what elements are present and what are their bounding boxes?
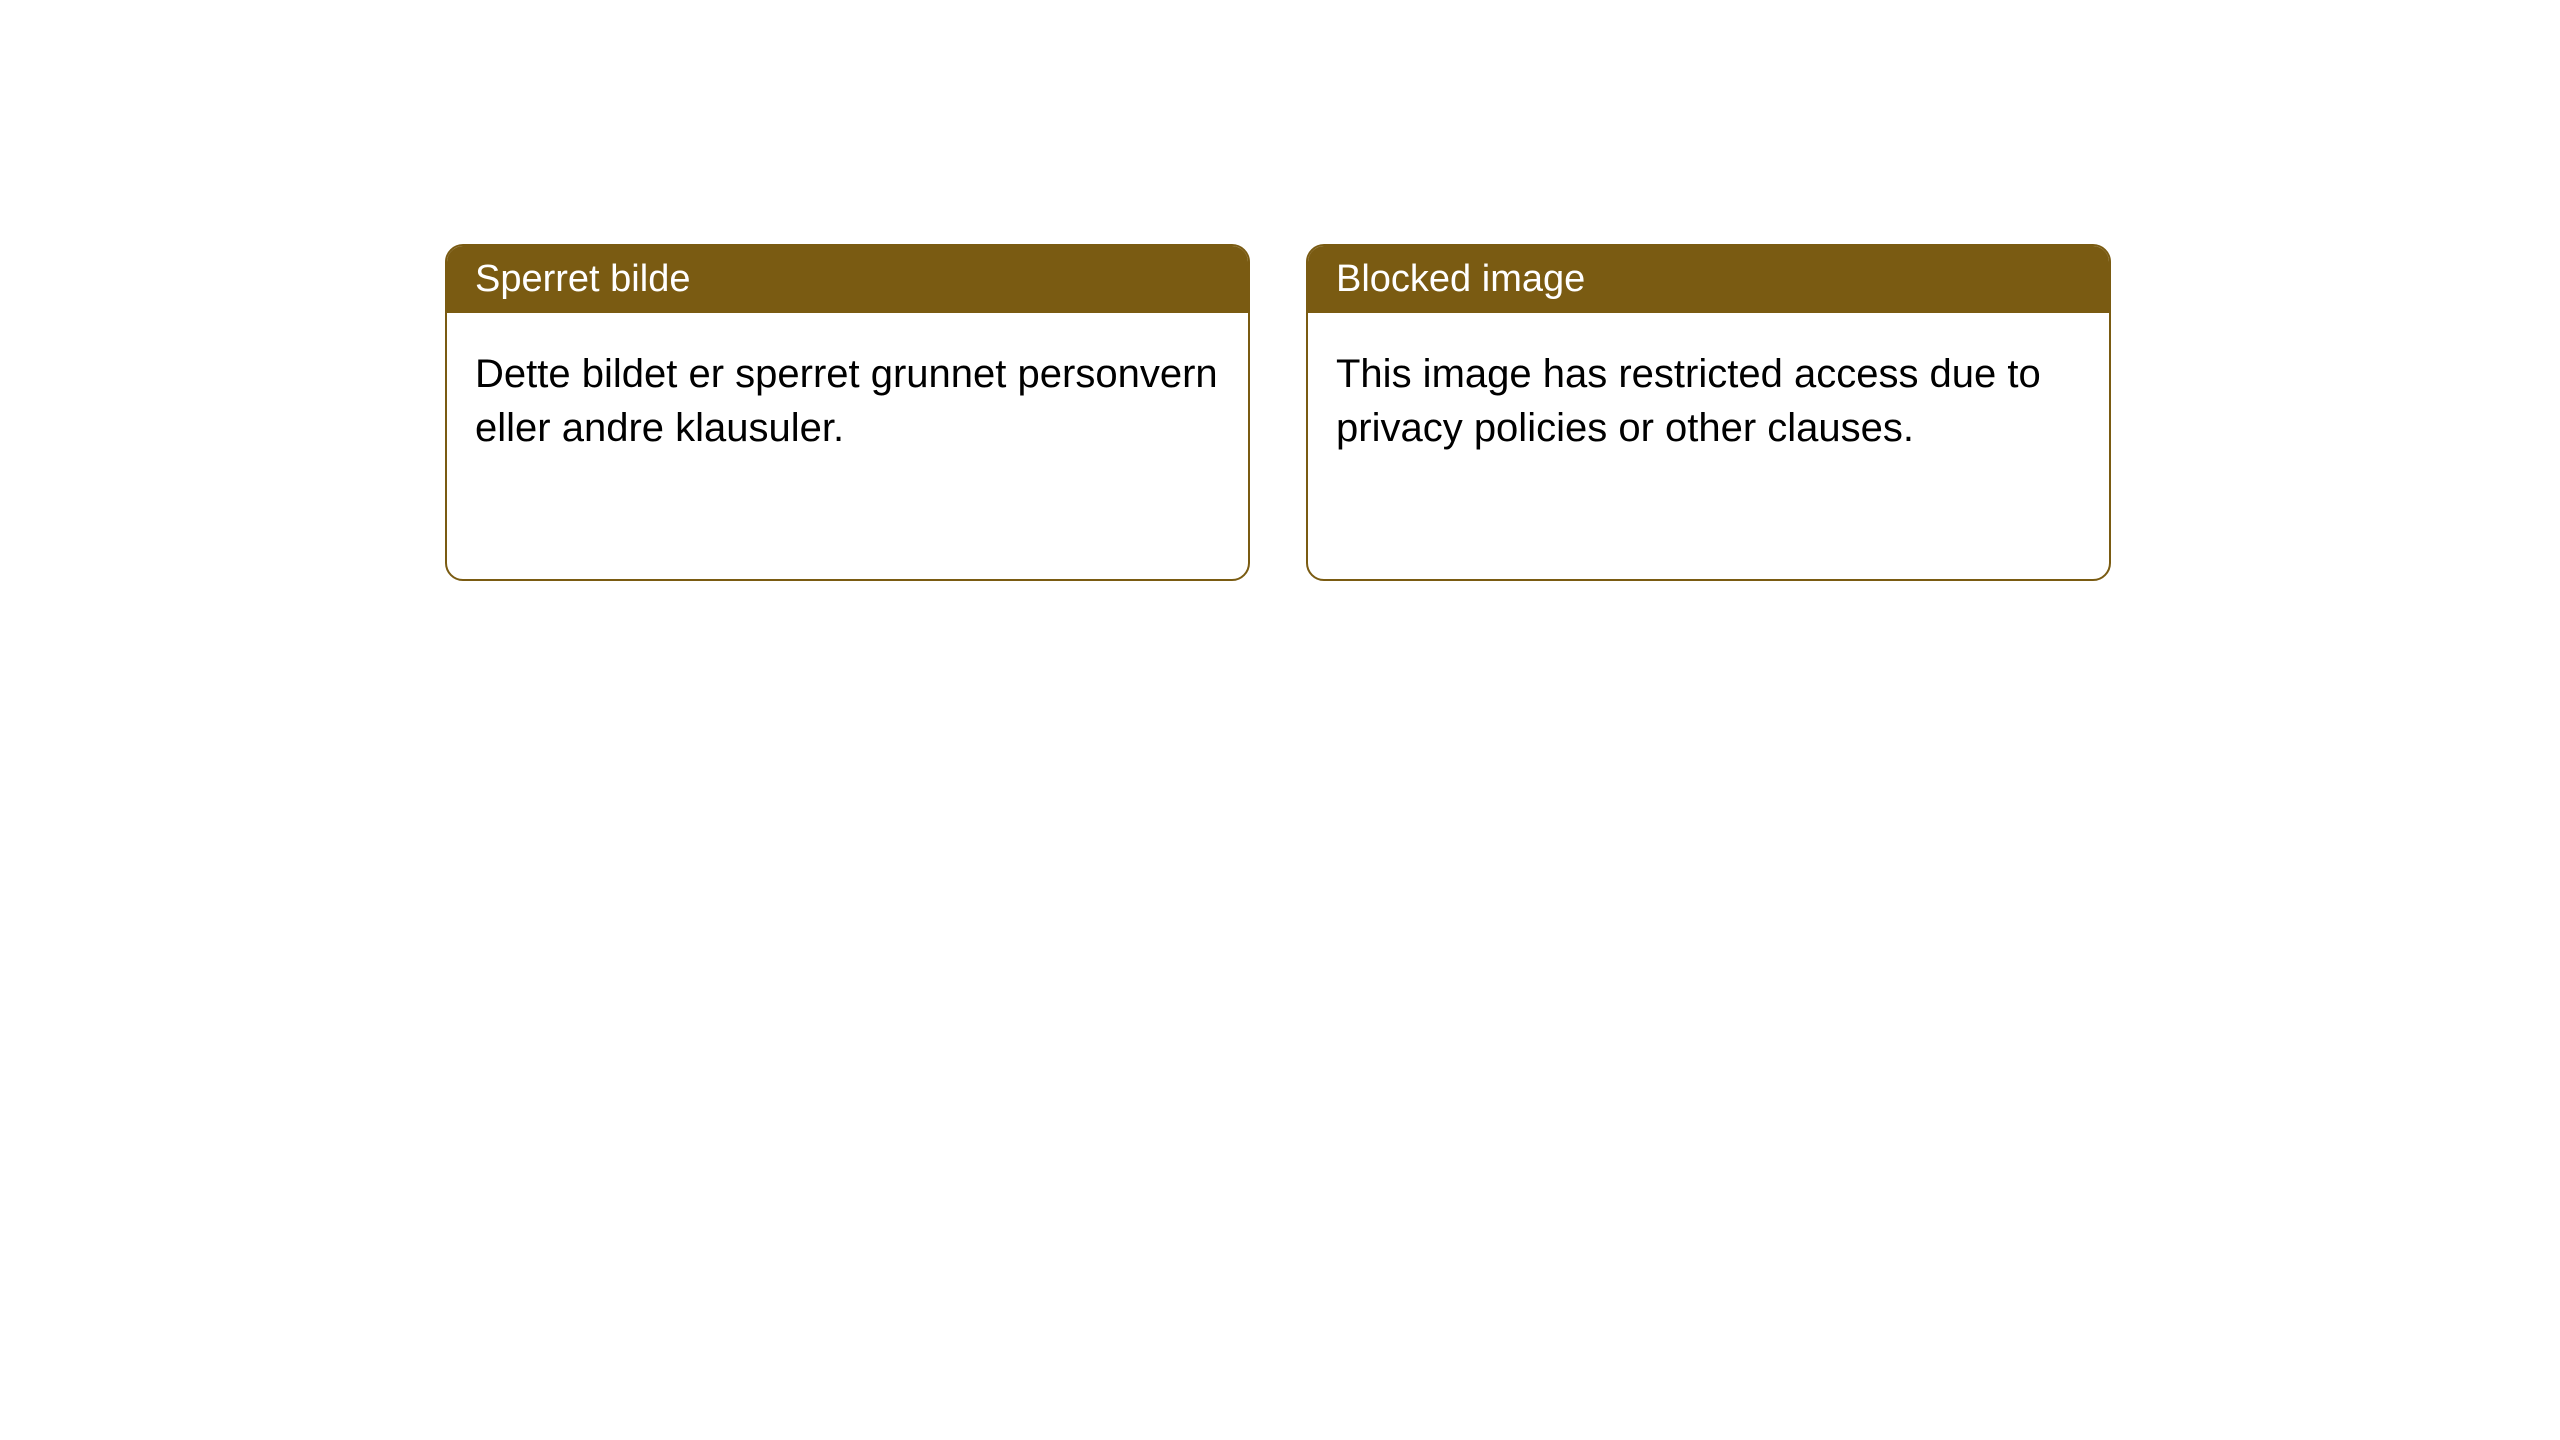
notice-body-no: Dette bildet er sperret grunnet personve… [447,313,1248,489]
notice-title-en: Blocked image [1308,246,2109,313]
notice-container: Sperret bilde Dette bildet er sperret gr… [445,244,2111,581]
notice-card-no: Sperret bilde Dette bildet er sperret gr… [445,244,1250,581]
notice-title-no: Sperret bilde [447,246,1248,313]
notice-body-en: This image has restricted access due to … [1308,313,2109,489]
notice-card-en: Blocked image This image has restricted … [1306,244,2111,581]
